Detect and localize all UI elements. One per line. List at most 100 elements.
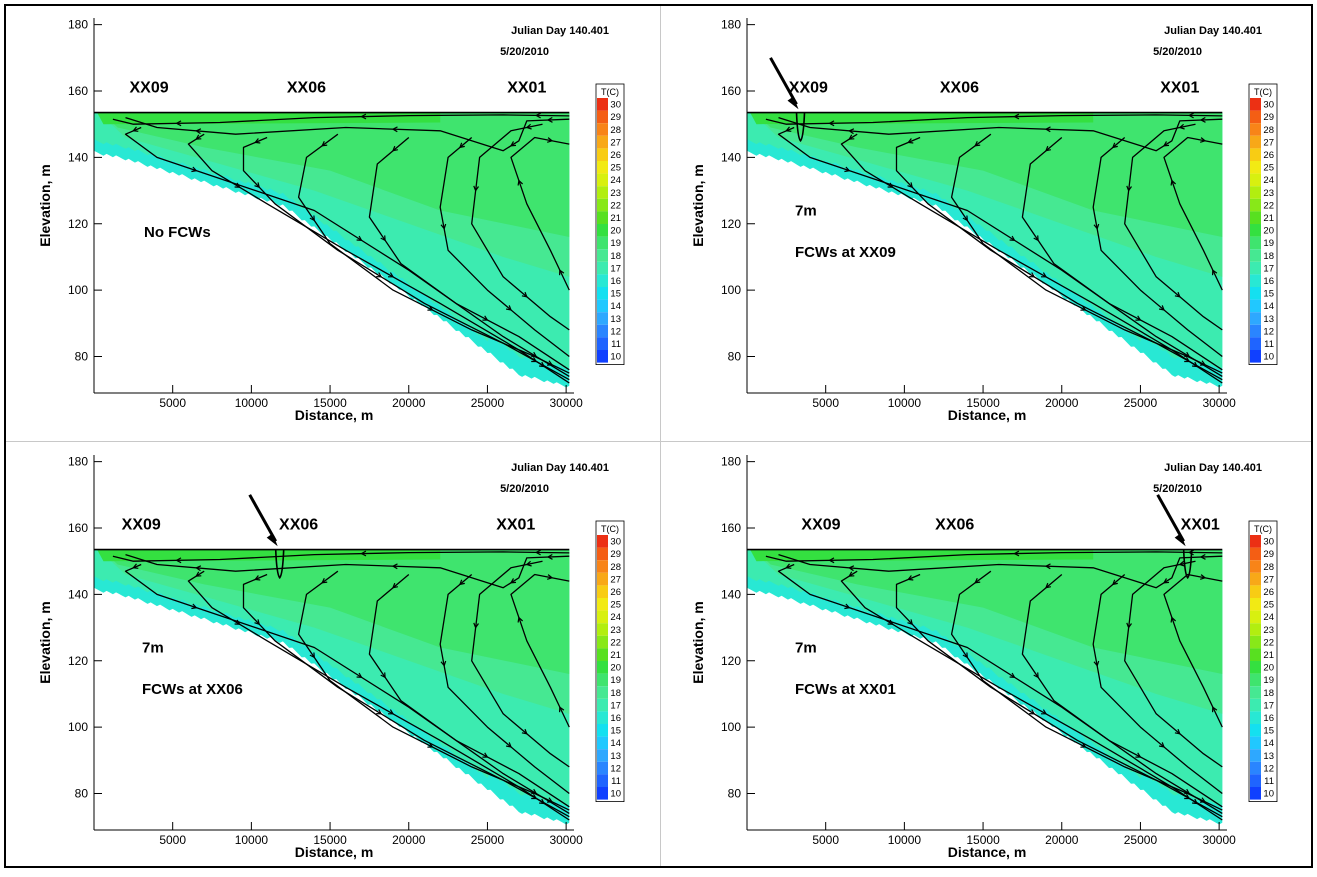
streamline-arrowhead: [517, 616, 524, 623]
chart-svg-0: 80 100 120 140 160 180 5000 10000 15000 20000 2500…: [37, 18, 625, 423]
streamline-arrowhead: [195, 128, 202, 135]
colorbar-swatch: [1250, 698, 1261, 712]
x-tick-label: 10000: [888, 833, 922, 847]
streamline-arrowhead: [1170, 616, 1177, 623]
colorbar-swatch: [1250, 648, 1261, 661]
streamline-arrowhead: [546, 797, 554, 803]
y-tick-label: 180: [68, 18, 88, 32]
colorbar-swatch: [597, 135, 608, 149]
colorbar-swatch: [1250, 761, 1261, 775]
streamline-arrowhead: [427, 305, 434, 311]
colorbar-swatch: [1250, 787, 1261, 800]
colorbar-swatch: [1250, 274, 1261, 287]
colorbar-tick-label: 26: [610, 150, 621, 161]
streamline-arrowhead: [175, 557, 182, 564]
streamline: [112, 551, 570, 562]
y-axis-label: Elevation, m: [37, 601, 53, 683]
x-tick-label: 20000: [392, 396, 426, 410]
panel-no-fcws: 80 100 120 140 160 180 5000 10000 15000 20000 2500…: [14, 8, 654, 440]
colorbar-title: T(C): [1254, 87, 1272, 97]
wall-depth-label: 7m: [142, 639, 164, 656]
y-tick-label: 140: [721, 587, 741, 601]
colorbar-tick-label: 21: [610, 213, 621, 224]
streamline-arrowhead: [1033, 672, 1039, 679]
streamline-arrowhead: [559, 706, 565, 713]
y-tick-label: 180: [721, 18, 741, 32]
streamline: [1124, 560, 1223, 768]
colorbar-swatch: [597, 698, 608, 712]
colorbar-tick-label: 12: [1263, 763, 1274, 774]
colorbar-swatch: [597, 161, 608, 174]
y-tick-label: 100: [721, 720, 741, 734]
streamline-arrowhead: [1192, 361, 1199, 368]
colorbar-swatch: [597, 249, 608, 262]
station-label: XX01: [1181, 517, 1220, 534]
colorbar-tick-label: 20: [1263, 226, 1274, 237]
colorbar-swatch: [1250, 312, 1261, 325]
x-tick-label: 5000: [812, 396, 839, 410]
colorbar-swatch: [1250, 261, 1261, 275]
streamline-arrowhead: [1162, 578, 1170, 584]
streamline-arrowhead: [254, 575, 261, 581]
x-tick-label: 10000: [235, 833, 269, 847]
colorbar-swatch: [597, 110, 608, 124]
streamline-arrowhead: [785, 126, 792, 132]
streamline-arrowhead: [828, 120, 835, 127]
colorbar-tick-label: 12: [1263, 326, 1274, 337]
colorbar-swatch: [597, 598, 608, 611]
streamline-arrowhead: [1212, 706, 1218, 713]
colorbar-swatch: [1250, 774, 1261, 787]
colorbar-swatch: [1250, 148, 1261, 161]
x-tick-label: 15000: [966, 833, 1000, 847]
streamline-arrowhead: [1174, 291, 1181, 298]
streamline-arrowhead: [309, 652, 315, 659]
streamline-arrowhead: [195, 134, 202, 140]
colorbar-tick-label: 24: [1263, 612, 1274, 623]
colorbar-tick-label: 13: [1263, 314, 1274, 325]
colorbar-swatch: [1250, 299, 1261, 313]
colorbar-swatch: [597, 287, 608, 300]
streamline-arrowhead: [391, 563, 398, 570]
colorbar-swatch: [597, 535, 608, 548]
y-tick-label: 100: [68, 283, 88, 297]
colorbar-swatch: [1250, 686, 1261, 699]
colorbar-tick-label: 25: [610, 163, 621, 174]
y-axis-label: Elevation, m: [690, 164, 706, 246]
streamline-arrowhead: [473, 185, 479, 192]
x-tick-label: 15000: [313, 396, 347, 410]
streamline-arrowhead: [1009, 672, 1016, 678]
wall-depth-label: 7m: [795, 639, 817, 656]
colorbar-swatch: [1250, 173, 1261, 187]
streamline-arrowhead: [360, 113, 367, 120]
colorbar-swatch: [1250, 249, 1261, 262]
fcw-arrow: [769, 57, 798, 106]
x-axis-label: Distance, m: [948, 844, 1027, 860]
colorbar-tick-label: 23: [610, 188, 621, 199]
colorbar-tick-label: 29: [610, 549, 621, 560]
station-label: XX01: [507, 80, 546, 97]
streamline-arrowhead: [559, 269, 565, 276]
colorbar-swatch: [1250, 635, 1261, 649]
colorbar-tick-label: 30: [610, 537, 621, 548]
station-label: XX06: [287, 80, 326, 97]
streamline-arrowhead: [1111, 579, 1118, 586]
fcw-dip: [1182, 549, 1193, 579]
streamline-arrowhead: [525, 123, 532, 130]
streamline-arrowhead: [1192, 798, 1199, 805]
colorbar-tick-label: 21: [1263, 213, 1274, 224]
colorbar-tick-label: 17: [610, 263, 621, 274]
colorbar-tick-label: 20: [610, 226, 621, 237]
colorbar-swatch: [597, 560, 608, 573]
colorbar-tick-label: 19: [610, 238, 621, 249]
streamline-arrowhead: [1080, 305, 1087, 311]
colorbar-swatch: [597, 236, 608, 250]
streamline-arrowhead: [427, 742, 434, 748]
streamline-arrowhead: [1199, 797, 1207, 803]
y-tick-label: 100: [721, 283, 741, 297]
y-tick-label: 140: [721, 150, 741, 164]
colorbar-swatch: [597, 98, 608, 111]
y-tick-label: 80: [728, 786, 742, 800]
colorbar-tick-label: 19: [1263, 675, 1274, 686]
colorbar-tick-label: 18: [610, 688, 621, 699]
y-tick-label: 120: [721, 217, 741, 231]
